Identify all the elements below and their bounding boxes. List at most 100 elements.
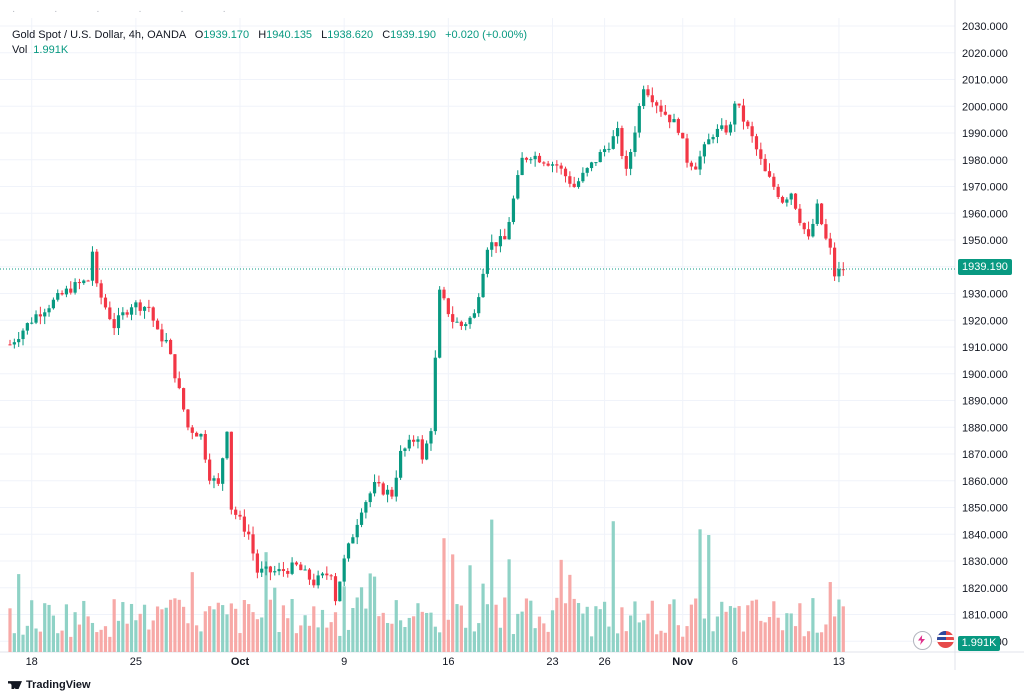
volume-bar [73, 612, 77, 652]
candle-body [624, 155, 628, 169]
volume-bar [728, 606, 733, 652]
volume-bar [806, 631, 811, 652]
volume-bar [151, 620, 155, 652]
candle-body [637, 105, 641, 133]
candle-body [121, 312, 125, 316]
candle-body [546, 163, 550, 166]
candle-body [702, 144, 706, 157]
volume-bar [520, 611, 524, 652]
candle-body [142, 306, 147, 311]
volume-bar [477, 623, 481, 652]
volume-bar [247, 604, 251, 652]
candle-body [160, 329, 164, 342]
volume-label[interactable]: Vol [12, 44, 28, 56]
volume-bar [390, 623, 394, 652]
volume-bar [155, 606, 160, 652]
last-price-badge: 1939.190 [958, 259, 1012, 275]
volume-bar [819, 632, 824, 652]
volume-bar [34, 628, 38, 652]
candle-body [828, 238, 832, 248]
candle-body [611, 136, 615, 149]
volume-bar [511, 634, 516, 652]
candle-body [229, 431, 233, 510]
candle-body [203, 433, 207, 460]
y-tick-label: 1980.000 [962, 155, 1008, 167]
volume-bar [372, 576, 377, 652]
volume-bar [676, 625, 680, 652]
volume-bar [43, 603, 47, 652]
brand-label: TradingView [26, 679, 91, 691]
volume-bar [733, 607, 737, 652]
volume-bar [399, 620, 403, 652]
volume-bar [780, 630, 785, 652]
y-tick-label: 1950.000 [962, 235, 1008, 247]
candle-body [73, 282, 77, 293]
volume-bar [403, 627, 407, 652]
candle-body [785, 199, 789, 203]
candle-body [12, 342, 16, 345]
volume-bar [550, 610, 555, 652]
volume-bar [21, 634, 25, 652]
candle-body [216, 478, 220, 484]
volume-bar [60, 630, 64, 652]
volume-bar [746, 605, 750, 652]
candle-body [403, 448, 407, 451]
y-tick-label: 1890.000 [962, 396, 1008, 408]
candle-body [429, 431, 433, 444]
chart-legend: Gold Spot / U.S. Dollar, 4h, OANDA O1939… [12, 28, 527, 43]
x-tick-label: Nov [672, 656, 694, 668]
volume-bar [103, 626, 108, 652]
volume-bar [837, 599, 841, 652]
high-label: H [258, 29, 267, 41]
volume-bar [90, 622, 95, 652]
candle-body [459, 321, 463, 327]
candle-body [689, 162, 693, 167]
candle-body [481, 273, 485, 298]
volume-bar [134, 620, 138, 652]
close-value: 1939.190 [390, 29, 437, 41]
volume-bar [707, 535, 711, 652]
volume-bar [737, 606, 741, 652]
candle-body [260, 568, 264, 573]
volume-bar [798, 603, 802, 652]
candle-body [650, 95, 654, 103]
volume-bar [221, 605, 225, 652]
volume-bar [620, 607, 624, 652]
us-flag-icon[interactable] [937, 631, 954, 648]
candle-body [177, 378, 181, 389]
candle-body [498, 236, 503, 247]
candle-body [585, 168, 589, 173]
volume-bar [776, 617, 780, 652]
volume-bar [351, 607, 355, 652]
volume-bar [494, 604, 498, 652]
y-tick-label: 1960.000 [962, 208, 1008, 220]
volume-bar [694, 598, 698, 652]
volume-bar [681, 636, 685, 652]
candle-body [38, 314, 42, 317]
volume-bar [342, 586, 346, 652]
candle-body [733, 103, 737, 125]
volume-bar [750, 600, 754, 652]
volume-bar [824, 624, 828, 652]
candle-body [43, 312, 47, 317]
volume-bar [329, 622, 333, 652]
candle-body [316, 575, 320, 586]
symbol-title[interactable]: Gold Spot / U.S. Dollar, 4h, OANDA [12, 29, 186, 41]
candle-body [69, 288, 73, 293]
volume-bar [251, 612, 255, 652]
tradingview-logo[interactable]: TradingView [8, 679, 91, 691]
candle-body [195, 432, 199, 437]
flash-icon[interactable] [913, 631, 932, 650]
candle-body [416, 439, 420, 442]
candle-body [464, 324, 468, 327]
candle-body [60, 293, 64, 295]
candle-body [550, 164, 555, 166]
volume-bar [359, 587, 364, 652]
candle-body [17, 339, 21, 343]
candle-body [468, 317, 472, 325]
candle-body [776, 186, 780, 197]
volume-bar [459, 605, 463, 652]
x-tick-label: 16 [442, 656, 454, 668]
candle-body [164, 339, 168, 342]
